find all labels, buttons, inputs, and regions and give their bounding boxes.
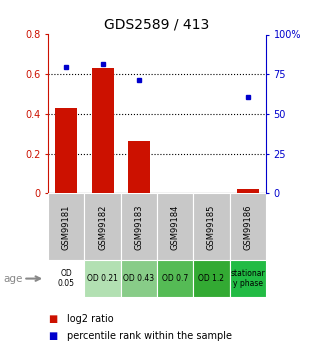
Bar [157,193,193,260]
Text: OD 1.2: OD 1.2 [198,274,225,283]
Text: ■: ■ [48,314,58,324]
Bar [193,260,230,297]
Text: percentile rank within the sample: percentile rank within the sample [67,331,232,341]
Text: GSM99186: GSM99186 [243,204,252,249]
Text: stationar
y phase: stationar y phase [230,269,265,288]
Text: GSM99182: GSM99182 [98,204,107,249]
Bar [48,193,85,260]
Bar [121,260,157,297]
Bar [230,260,266,297]
Bar [48,260,85,297]
Text: GSM99181: GSM99181 [62,204,71,249]
Title: GDS2589 / 413: GDS2589 / 413 [104,18,210,32]
Text: OD 0.43: OD 0.43 [123,274,155,283]
Text: OD 0.7: OD 0.7 [162,274,188,283]
Bar [230,193,266,260]
Bar [237,189,259,193]
Bar [85,193,121,260]
Bar [92,68,114,193]
Bar [157,260,193,297]
Text: GSM99185: GSM99185 [207,204,216,249]
Text: OD 0.21: OD 0.21 [87,274,118,283]
Text: GSM99184: GSM99184 [171,204,180,249]
Bar [121,193,157,260]
Bar [128,141,150,193]
Text: GSM99183: GSM99183 [134,204,143,249]
Bar [85,260,121,297]
Text: ■: ■ [48,331,58,341]
Text: OD
0.05: OD 0.05 [58,269,75,288]
Text: log2 ratio: log2 ratio [67,314,114,324]
Bar [193,193,230,260]
Text: age: age [3,274,22,284]
Bar [55,108,77,193]
